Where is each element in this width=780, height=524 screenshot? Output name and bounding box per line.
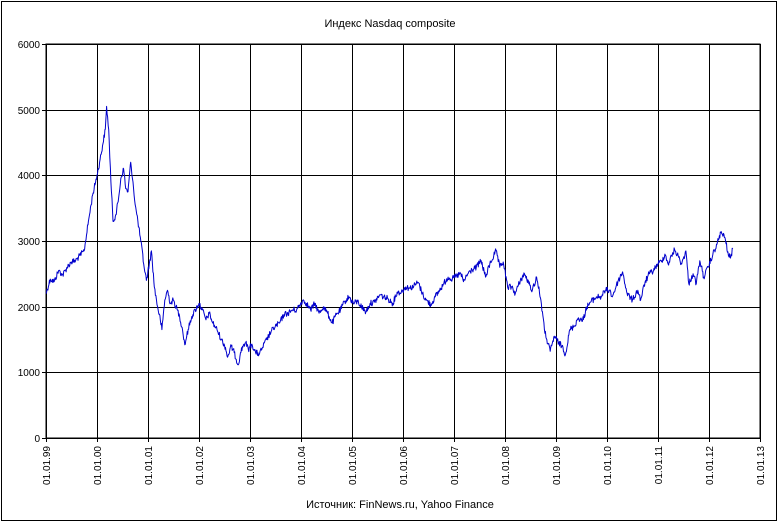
x-tick-label: 01.01.11 [654, 446, 665, 485]
x-tick-label: 01.01.04 [297, 446, 308, 485]
x-tick-label: 01.01.06 [399, 446, 410, 485]
y-tick-label: 5000 [18, 106, 41, 117]
y-tick-label: 4000 [18, 171, 41, 182]
series-layer [45, 105, 734, 366]
x-tick-label: 01.01.09 [552, 446, 563, 485]
y-tick-label: 2000 [18, 303, 41, 314]
x-axis-ticks: 01.01.99 01.01.00 01.01.01 01.01.02 01.01.03… [42, 438, 767, 485]
x-tick-label: 01.01.02 [195, 446, 206, 485]
x-tick-label: 01.01.12 [705, 446, 716, 485]
x-tick-label: 01.01.07 [450, 446, 461, 485]
y-tick-label: 0 [34, 434, 40, 445]
source-note: Источник: FinNews.ru, Yahoo Finance [306, 499, 494, 511]
x-tick-label: 01.01.01 [144, 446, 155, 485]
x-tick-label: 01.01.13 [756, 446, 767, 485]
x-tick-label: 01.01.99 [42, 446, 53, 485]
x-tick-label: 01.01.08 [501, 446, 512, 485]
grid [45, 43, 761, 439]
y-tick-label: 3000 [18, 237, 41, 248]
x-tick-label: 01.01.03 [246, 446, 257, 485]
x-tick-label: 01.01.05 [348, 446, 359, 485]
y-tick-label: 1000 [18, 368, 41, 379]
x-tick-label: 01.01.00 [93, 446, 104, 485]
x-tick-label: 01.01.10 [603, 446, 614, 485]
chart-title: Индекс Nasdaq composite [324, 18, 455, 30]
y-axis-ticks: 0 1000 2000 3000 4000 5000 6000 [18, 40, 46, 445]
y-tick-label: 6000 [18, 40, 41, 51]
series-line [45, 105, 734, 366]
